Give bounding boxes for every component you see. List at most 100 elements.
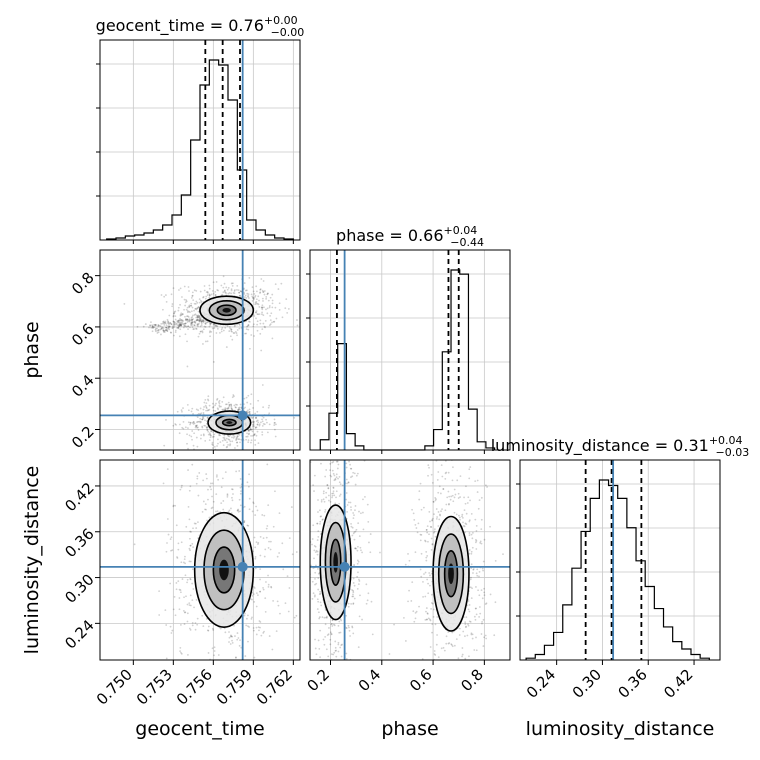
sample-point (199, 319, 202, 322)
sample-point (247, 441, 250, 444)
sample-point (248, 410, 251, 413)
sample-point (262, 537, 265, 540)
sample-point (480, 518, 483, 521)
sample-point (191, 621, 194, 624)
sample-point (468, 552, 471, 555)
sample-point (464, 502, 467, 505)
y-tick-label-phase: 0.2 (68, 422, 98, 452)
sample-point (276, 600, 279, 603)
sample-point (330, 653, 333, 656)
sample-point (265, 536, 268, 539)
sample-point (345, 492, 348, 494)
sample-point (173, 324, 176, 327)
sample-point (459, 475, 462, 478)
sample-point (233, 290, 236, 292)
sample-point (205, 477, 208, 480)
sample-point (268, 404, 271, 407)
sample-point (236, 403, 238, 406)
sample-point (255, 290, 258, 293)
sample-point (463, 724, 465, 726)
sample-point (329, 501, 332, 503)
sample-point (341, 484, 344, 487)
sample-point (484, 484, 487, 487)
sample-point (204, 297, 207, 300)
sample-point (162, 308, 164, 311)
sample-point (254, 301, 257, 304)
svg-text:phase = 0.66+0.04−0.44: phase = 0.66+0.04 −0.44 (336, 224, 484, 249)
sample-point (470, 550, 473, 553)
sample-point (192, 444, 195, 447)
sample-point (246, 435, 249, 438)
sample-point (187, 325, 189, 328)
sample-point (238, 294, 241, 297)
sample-point (338, 748, 340, 750)
sample-point (351, 534, 354, 537)
contour-line (432, 515, 470, 632)
sample-point (315, 582, 318, 585)
sample-point (254, 427, 257, 429)
sample-point (244, 406, 246, 409)
sample-point (317, 588, 320, 591)
sample-point (473, 615, 476, 618)
sample-point (324, 636, 327, 638)
sample-point (424, 540, 427, 543)
sample-point (327, 655, 330, 658)
x-tick-label-geocent-time: 0.756 (173, 666, 216, 709)
sample-point (236, 509, 239, 512)
sample-point (463, 496, 465, 499)
sample-point (226, 441, 228, 444)
sample-point (225, 437, 228, 440)
luminosity-distance-histogram-title: luminosity_distance = 0.31+0.04 −0.03 (491, 434, 750, 459)
contour-line (216, 304, 237, 317)
sample-point (257, 541, 260, 544)
sample-point (169, 538, 172, 540)
sample-point (234, 635, 236, 637)
phase-title-plus: +0.04 (444, 224, 478, 237)
sample-point (461, 655, 463, 658)
sample-point (206, 294, 209, 296)
sample-point (180, 561, 183, 564)
sample-point (187, 325, 190, 328)
sample-point (206, 290, 209, 293)
sample-point (252, 297, 254, 299)
sample-point (430, 548, 433, 551)
sample-point (302, 311, 304, 313)
sample-point (462, 521, 464, 524)
sample-point (181, 296, 183, 298)
sample-point (254, 567, 257, 570)
sample-point (191, 321, 194, 324)
sample-point (346, 458, 348, 460)
sample-point (210, 507, 213, 510)
sample-point (188, 560, 191, 563)
sample-point (254, 670, 256, 672)
sample-point (352, 602, 355, 605)
sample-point (232, 394, 235, 396)
sample-point (212, 436, 214, 438)
sample-point (340, 704, 342, 706)
sample-point (254, 426, 257, 429)
sample-point (207, 629, 209, 632)
sample-point (212, 431, 214, 433)
sample-point (305, 575, 307, 577)
sample-point (225, 292, 228, 294)
sample-point (352, 532, 355, 535)
sample-point (239, 290, 242, 293)
sample-point (195, 319, 198, 322)
sample-point (202, 417, 205, 420)
sample-point (316, 553, 319, 556)
sample-point (220, 284, 223, 287)
sample-point (222, 436, 225, 439)
sample-point (154, 323, 157, 326)
sample-point (179, 319, 182, 322)
sample-point (156, 329, 159, 332)
sample-point (154, 330, 157, 333)
sample-point (223, 282, 226, 285)
sample-point (182, 427, 185, 430)
sample-point (453, 511, 456, 514)
sample-point (472, 572, 474, 574)
sample-point (336, 467, 339, 470)
sample-point (327, 487, 330, 490)
sample-point (202, 295, 205, 298)
sample-point (447, 682, 449, 684)
sample-point (238, 323, 240, 326)
